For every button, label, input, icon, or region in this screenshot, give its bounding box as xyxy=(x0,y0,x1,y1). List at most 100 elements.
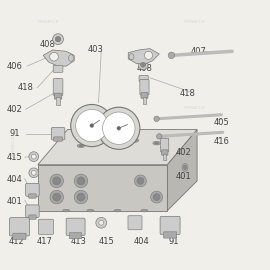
Text: 405: 405 xyxy=(214,118,229,127)
Text: 406: 406 xyxy=(7,62,23,71)
Text: 404: 404 xyxy=(134,237,150,246)
FancyBboxPatch shape xyxy=(9,218,29,236)
Circle shape xyxy=(50,190,63,204)
Text: 402: 402 xyxy=(7,105,23,114)
Circle shape xyxy=(134,175,146,187)
Text: 401: 401 xyxy=(176,172,191,181)
FancyBboxPatch shape xyxy=(13,233,26,239)
Circle shape xyxy=(74,174,88,188)
Circle shape xyxy=(29,168,39,178)
Circle shape xyxy=(103,112,135,144)
Text: 402: 402 xyxy=(176,148,191,157)
FancyBboxPatch shape xyxy=(26,205,39,217)
Circle shape xyxy=(144,51,153,59)
Text: 404: 404 xyxy=(7,175,23,184)
Ellipse shape xyxy=(54,79,62,83)
Circle shape xyxy=(138,60,148,70)
Circle shape xyxy=(168,52,175,59)
Text: 418: 418 xyxy=(180,89,195,98)
Polygon shape xyxy=(128,49,159,64)
FancyBboxPatch shape xyxy=(139,75,148,82)
Circle shape xyxy=(141,62,146,67)
Ellipse shape xyxy=(79,145,83,147)
Circle shape xyxy=(71,104,113,147)
Ellipse shape xyxy=(183,165,187,170)
Polygon shape xyxy=(38,130,197,165)
Circle shape xyxy=(50,52,58,61)
Text: 408: 408 xyxy=(137,64,152,73)
FancyBboxPatch shape xyxy=(160,216,180,235)
Ellipse shape xyxy=(77,144,85,148)
Text: PINNACLE: PINNACLE xyxy=(38,20,59,23)
Circle shape xyxy=(31,154,36,159)
Circle shape xyxy=(53,177,61,185)
Circle shape xyxy=(98,107,140,149)
Ellipse shape xyxy=(69,55,73,61)
FancyBboxPatch shape xyxy=(69,233,82,239)
Circle shape xyxy=(50,174,63,188)
Text: 416: 416 xyxy=(214,137,229,146)
Ellipse shape xyxy=(182,163,188,171)
Ellipse shape xyxy=(161,139,168,142)
Text: PINNACLE: PINNACLE xyxy=(184,106,205,110)
Text: PINNACLE: PINNACLE xyxy=(12,135,15,157)
Ellipse shape xyxy=(133,139,137,141)
FancyBboxPatch shape xyxy=(164,232,177,238)
FancyBboxPatch shape xyxy=(29,194,36,198)
Ellipse shape xyxy=(129,54,134,60)
FancyBboxPatch shape xyxy=(51,127,65,140)
Ellipse shape xyxy=(114,209,121,212)
Circle shape xyxy=(76,109,108,142)
Text: 418: 418 xyxy=(18,83,33,92)
Circle shape xyxy=(29,152,39,161)
FancyBboxPatch shape xyxy=(29,215,36,219)
FancyBboxPatch shape xyxy=(141,93,148,98)
Text: 408: 408 xyxy=(39,40,55,49)
FancyBboxPatch shape xyxy=(161,138,169,152)
Circle shape xyxy=(90,124,94,127)
Text: 415: 415 xyxy=(99,237,114,246)
Polygon shape xyxy=(167,130,197,211)
Bar xyxy=(143,97,146,104)
FancyBboxPatch shape xyxy=(38,219,53,234)
Ellipse shape xyxy=(63,209,70,212)
Text: 403: 403 xyxy=(88,45,104,55)
FancyBboxPatch shape xyxy=(128,216,142,230)
Bar xyxy=(163,154,166,160)
FancyBboxPatch shape xyxy=(26,183,39,196)
Text: PINNACLE: PINNACLE xyxy=(184,20,205,23)
FancyBboxPatch shape xyxy=(53,79,63,96)
FancyBboxPatch shape xyxy=(66,218,85,235)
FancyBboxPatch shape xyxy=(161,150,168,155)
Text: 401: 401 xyxy=(7,197,23,206)
Polygon shape xyxy=(43,50,74,66)
Circle shape xyxy=(99,220,104,225)
FancyBboxPatch shape xyxy=(140,79,149,95)
Circle shape xyxy=(77,193,85,201)
Circle shape xyxy=(53,193,61,201)
Polygon shape xyxy=(38,165,167,211)
Text: 91: 91 xyxy=(169,237,179,246)
Text: 413: 413 xyxy=(70,237,86,246)
Text: 415: 415 xyxy=(7,153,23,163)
Circle shape xyxy=(96,217,107,228)
Ellipse shape xyxy=(141,79,148,84)
FancyBboxPatch shape xyxy=(53,65,63,72)
Circle shape xyxy=(154,116,159,122)
Text: 91: 91 xyxy=(10,129,20,138)
FancyBboxPatch shape xyxy=(54,93,62,99)
Circle shape xyxy=(151,191,163,203)
Ellipse shape xyxy=(98,139,102,141)
Ellipse shape xyxy=(87,209,94,212)
Circle shape xyxy=(77,177,85,185)
Text: 417: 417 xyxy=(37,237,52,246)
Text: 412: 412 xyxy=(8,237,24,246)
Ellipse shape xyxy=(131,139,139,142)
Text: 407: 407 xyxy=(191,47,206,56)
Ellipse shape xyxy=(96,139,104,142)
Ellipse shape xyxy=(153,141,160,145)
Ellipse shape xyxy=(154,142,159,144)
Circle shape xyxy=(153,194,160,201)
Circle shape xyxy=(157,134,162,139)
Circle shape xyxy=(53,34,63,45)
